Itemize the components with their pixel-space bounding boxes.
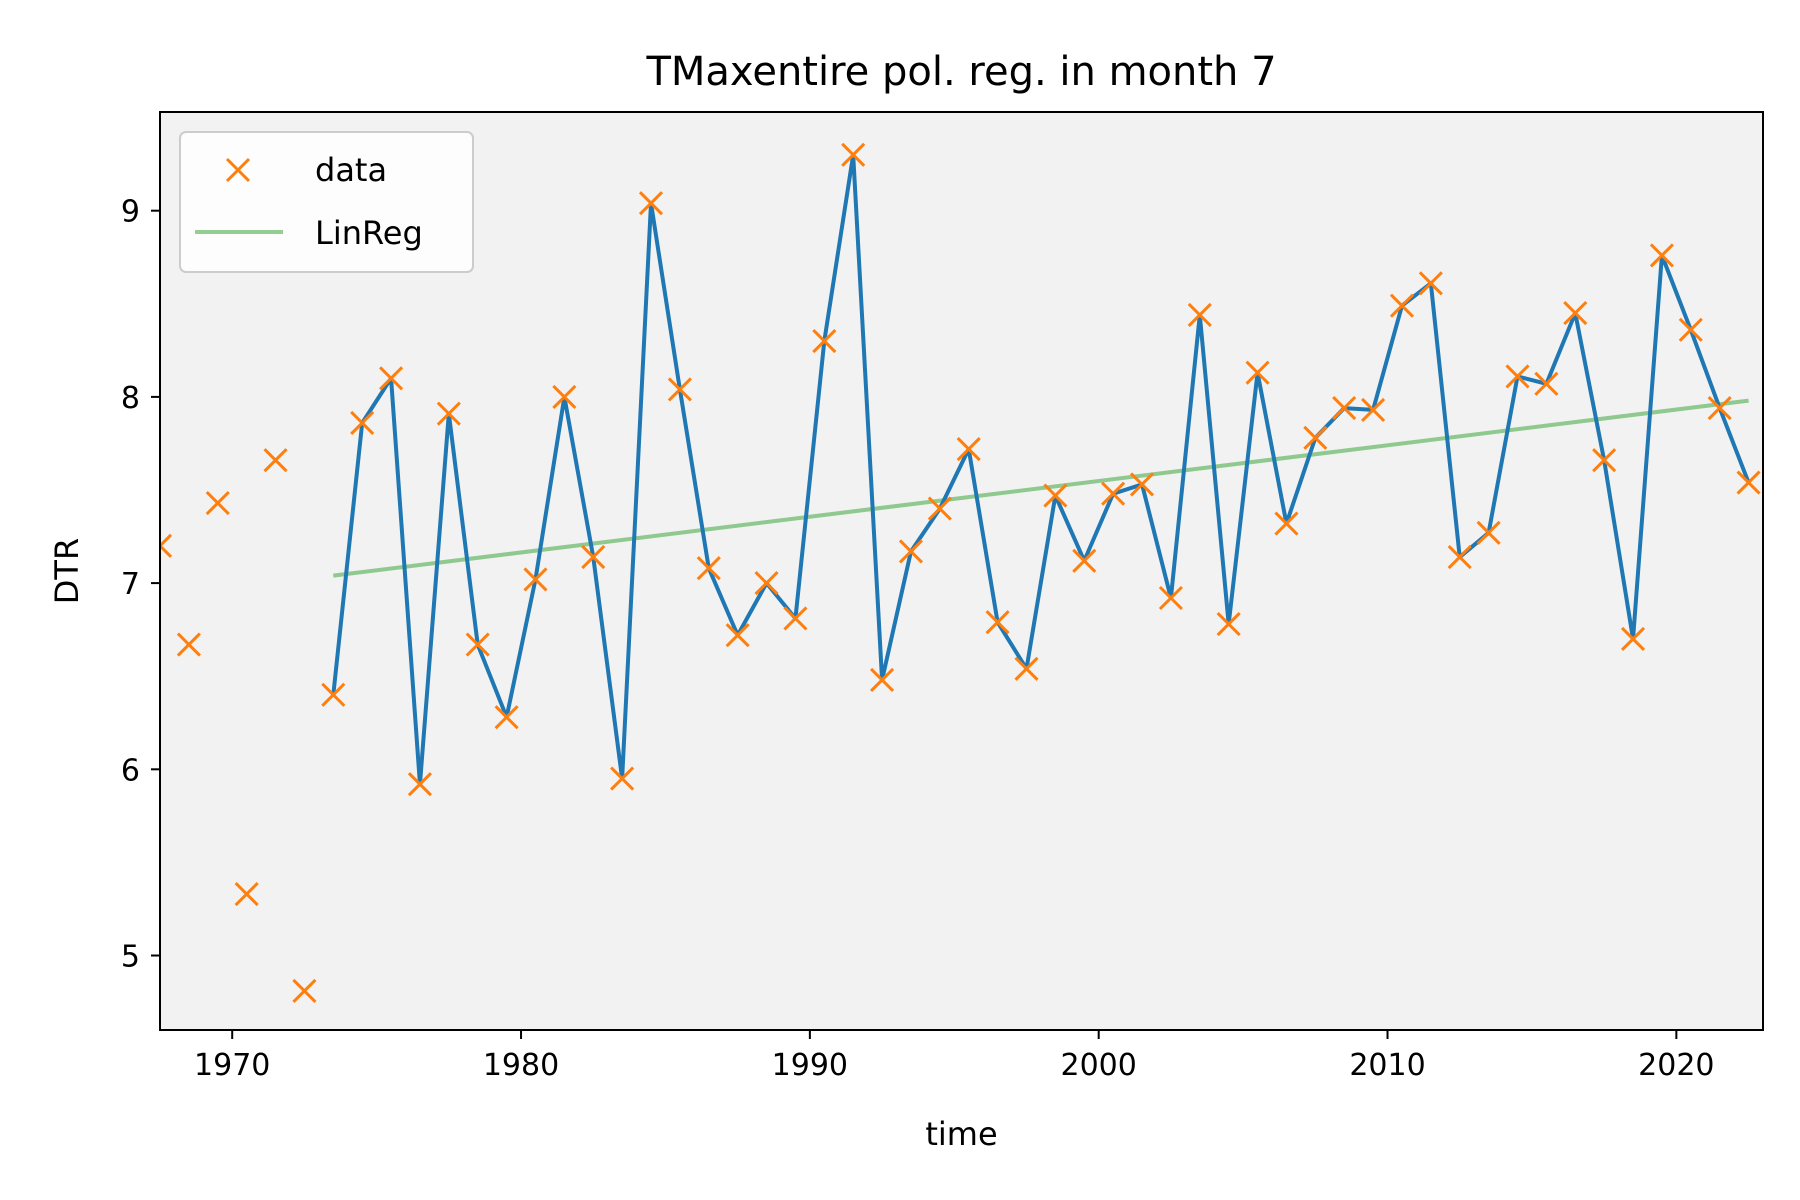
data-point-14 xyxy=(552,384,577,409)
x-axis: 1970 1980 1990 2000 2010 2020 xyxy=(194,1030,1715,1083)
data-point-46 xyxy=(1476,520,1501,545)
data-point-7 xyxy=(350,410,375,436)
y-tick-label: 9 xyxy=(121,195,140,230)
data-point-32 xyxy=(1072,548,1097,573)
data-point-48 xyxy=(1534,371,1559,396)
x-tick-label: 1970 xyxy=(194,1048,270,1083)
legend: data LinReg xyxy=(179,131,474,273)
data-point-50 xyxy=(1592,448,1617,473)
chart-title: TMaxentire pol. reg. in month 7 xyxy=(645,49,1276,95)
data-point-30 xyxy=(1014,656,1039,681)
y-axis-label: DTR xyxy=(48,538,86,604)
data-point-55 xyxy=(1736,470,1761,495)
y-tick-label: 7 xyxy=(121,567,140,602)
data-point-5 xyxy=(292,978,317,1003)
data-point-15 xyxy=(581,544,606,570)
x-tick-label: 1990 xyxy=(772,1048,848,1083)
series-linreg-line xyxy=(333,398,1749,578)
data-point-25 xyxy=(870,667,895,692)
data-point-38 xyxy=(1245,360,1270,385)
data-point-1 xyxy=(176,632,201,657)
legend-box xyxy=(179,131,474,273)
data-point-31 xyxy=(1043,483,1068,508)
data-point-24 xyxy=(841,142,866,167)
data-point-51 xyxy=(1620,626,1646,652)
x-tick-label: 2000 xyxy=(1061,1048,1137,1083)
data-point-35 xyxy=(1158,585,1183,611)
data-point-3 xyxy=(234,882,259,907)
data-point-10 xyxy=(436,401,461,426)
data-point-40 xyxy=(1303,425,1328,450)
data-point-37 xyxy=(1216,612,1241,637)
data-point-47 xyxy=(1505,364,1530,389)
data-point-53 xyxy=(1678,317,1703,342)
data-point-42 xyxy=(1361,397,1386,422)
data-point-33 xyxy=(1101,481,1126,506)
data-point-9 xyxy=(407,772,433,797)
data-point-2 xyxy=(205,490,230,516)
plot-frame xyxy=(159,111,1764,1031)
x-axis-label: time xyxy=(925,1115,997,1153)
data-point-45 xyxy=(1447,544,1472,570)
data-point-54 xyxy=(1707,396,1732,421)
data-point-0 xyxy=(160,533,173,558)
data-point-34 xyxy=(1129,472,1155,497)
legend-label-linreg: LinReg xyxy=(315,214,423,252)
data-point-36 xyxy=(1187,302,1212,328)
data-point-49 xyxy=(1563,301,1588,326)
legend-entry-linreg: LinReg xyxy=(195,214,423,252)
data-point-12 xyxy=(494,705,519,730)
data-point-22 xyxy=(783,606,808,631)
legend-entry-data: data xyxy=(225,151,387,189)
y-axis: 5 6 7 8 9 xyxy=(121,195,160,975)
x-tick-label: 1980 xyxy=(483,1048,559,1083)
y-tick-label: 6 xyxy=(121,753,140,788)
data-point-43 xyxy=(1389,293,1415,318)
series-line xyxy=(331,152,1751,787)
data-point-41 xyxy=(1332,396,1357,421)
data-point-13 xyxy=(523,567,548,592)
data-point-20 xyxy=(725,623,750,648)
legend-label-data: data xyxy=(315,151,387,189)
data-point-27 xyxy=(927,496,952,521)
chart-marks xyxy=(160,142,1761,1003)
data-point-26 xyxy=(898,539,924,564)
data-point-52 xyxy=(1649,243,1674,268)
data-point-44 xyxy=(1418,271,1443,296)
data-point-8 xyxy=(379,366,404,391)
data-point-16 xyxy=(610,766,635,791)
data-point-19 xyxy=(696,556,721,581)
data-point-11 xyxy=(465,632,490,657)
data-point-28 xyxy=(956,436,981,462)
data-point-23 xyxy=(812,328,837,354)
data-point-6 xyxy=(321,682,346,707)
y-tick-label: 8 xyxy=(121,381,140,416)
data-point-18 xyxy=(667,377,692,402)
y-tick-label: 5 xyxy=(121,940,140,975)
data-point-17 xyxy=(638,191,664,216)
data-point-4 xyxy=(263,448,288,473)
x-tick-label: 2020 xyxy=(1638,1048,1714,1083)
x-tick-label: 2010 xyxy=(1349,1048,1425,1083)
data-point-29 xyxy=(985,610,1010,635)
data-point-39 xyxy=(1274,511,1299,536)
data-point-21 xyxy=(754,571,779,596)
